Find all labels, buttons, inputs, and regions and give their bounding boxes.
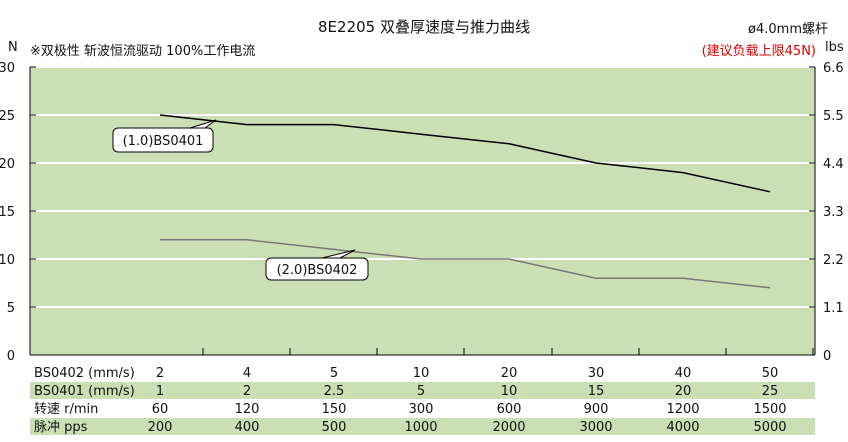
table-cell: 2000 xyxy=(492,420,525,435)
table-cell: 20 xyxy=(501,366,518,381)
table-cell: 200 xyxy=(148,420,173,435)
series-line-bs0401 xyxy=(159,114,771,193)
right-tick-label: 0 xyxy=(823,349,831,364)
table-row-label: BS0402 (mm/s) xyxy=(34,366,135,381)
load-recommendation: (建议负载上限45N) xyxy=(701,44,816,59)
left-axis-unit: N xyxy=(8,40,18,55)
table-cell: 500 xyxy=(322,420,347,435)
table-row-label: 脉冲 pps xyxy=(34,420,88,435)
right-tick-label: 5.5 xyxy=(823,109,844,124)
table-cell: 30 xyxy=(588,366,605,381)
table-cell: 1 xyxy=(156,384,164,399)
table-cell: 5 xyxy=(417,384,425,399)
table-row-label: BS0401 (mm/s) xyxy=(34,384,135,399)
left-tick-label: 20 xyxy=(0,157,15,172)
table-cell: 300 xyxy=(409,402,434,417)
table-cell: 5000 xyxy=(753,420,786,435)
table-cell: 3000 xyxy=(579,420,612,435)
table-cell: 1200 xyxy=(666,402,699,417)
table-cell: 1000 xyxy=(404,420,437,435)
table-row-band xyxy=(30,382,815,399)
right-tick-label: 1.1 xyxy=(823,301,844,316)
series-label-bs0401-box xyxy=(112,127,214,153)
table-cell: 15 xyxy=(588,384,605,399)
series-label-bs0401: (1.0)BS0401 xyxy=(123,134,204,149)
table-cell: 20 xyxy=(675,384,692,399)
table-cell: 60 xyxy=(152,402,169,417)
table-cell: 2.5 xyxy=(324,384,345,399)
series-label-bs0402: (2.0)BS0402 xyxy=(277,263,358,278)
table-cell: 10 xyxy=(501,384,518,399)
table-cell: 40 xyxy=(675,366,692,381)
left-tick-label: 10 xyxy=(0,253,15,268)
right-tick-label: 2.2 xyxy=(823,253,844,268)
table-cell: 10 xyxy=(413,366,430,381)
table-cell: 120 xyxy=(235,402,260,417)
table-cell: 150 xyxy=(322,402,347,417)
chart-title: 8E2205 双叠厚速度与推力曲线 xyxy=(318,18,530,36)
drive-note: ※双极性 斩波恒流驱动 100%工作电流 xyxy=(30,44,256,59)
left-tick-label: 30 xyxy=(0,61,15,76)
series-line-bs0402 xyxy=(160,239,771,289)
table-cell: 4000 xyxy=(666,420,699,435)
table-cell: 600 xyxy=(497,402,522,417)
table-cell: 2 xyxy=(156,366,164,381)
table-row-label: 转速 r/min xyxy=(34,402,98,417)
left-tick-label: 15 xyxy=(0,205,15,220)
table-cell: 25 xyxy=(762,384,779,399)
table-cell: 5 xyxy=(330,366,338,381)
left-tick-label: 5 xyxy=(7,301,15,316)
series-label-bs0402-box xyxy=(265,257,369,281)
table-cell: 400 xyxy=(235,420,260,435)
table-cell: 900 xyxy=(584,402,609,417)
left-tick-label: 25 xyxy=(0,109,15,124)
table-cell: 1500 xyxy=(753,402,786,417)
left-tick-label: 0 xyxy=(7,349,15,364)
table-cell: 50 xyxy=(762,366,779,381)
screw-spec: ø4.0mm螺杆 xyxy=(748,22,828,37)
right-tick-label: 4.4 xyxy=(823,157,844,172)
right-tick-label: 3.3 xyxy=(823,205,844,220)
right-tick-label: 6.6 xyxy=(823,61,844,76)
right-axis-unit: lbs xyxy=(825,40,844,55)
table-cell: 4 xyxy=(243,366,251,381)
table-row-band xyxy=(30,418,815,435)
table-cell: 2 xyxy=(243,384,251,399)
